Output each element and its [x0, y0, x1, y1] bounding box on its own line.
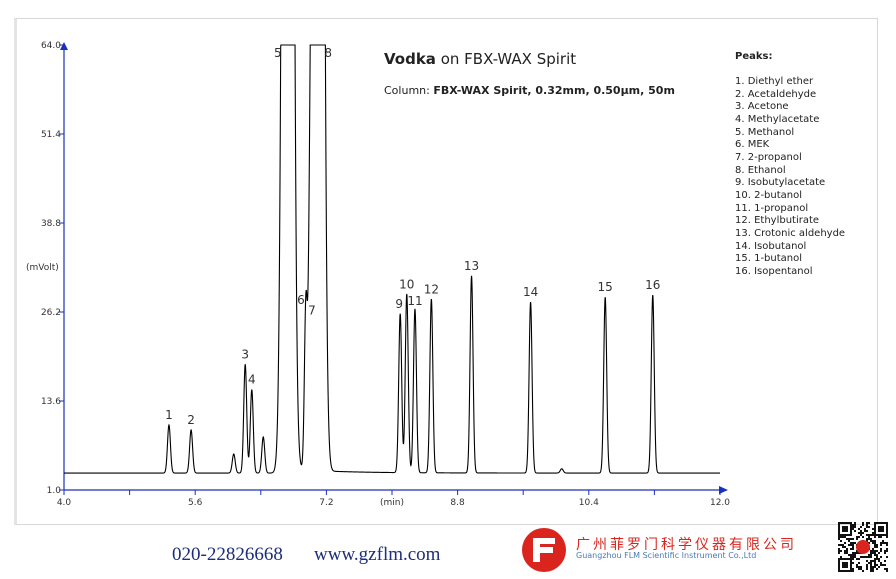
peak-legend-item: 10. 2-butanol — [735, 189, 803, 201]
chromatogram-trace — [64, 44, 720, 474]
peak-label-16: 16 — [645, 278, 660, 292]
peak-legend-item: 9. Isobutylacetate — [735, 177, 826, 189]
qr-code-icon — [838, 522, 888, 572]
peak-legend-item: 12. Ethylbutirate — [735, 215, 820, 227]
chromatogram-chart: 4.0 5.6 7.2 8.8 10.4 12.0 (min) 64.0 51.4 38.8 26.… — [26, 41, 730, 508]
y-tick-label: 51.4 — [41, 130, 61, 140]
chart-title: Vodka on FBX-WAX Spirit — [384, 50, 577, 68]
peak-label-11: 11 — [407, 294, 422, 308]
peak-label-12: 12 — [424, 282, 439, 296]
peak-legend-item: 11. 1-propanol — [735, 202, 809, 214]
y-axis-arrow-icon — [60, 42, 68, 50]
peak-legend-item: 6. MEK — [735, 139, 770, 151]
x-axis-arrow-icon — [719, 486, 728, 494]
y-tick-label: 64.0 — [41, 41, 61, 51]
peak-label-10: 10 — [399, 277, 414, 291]
peak-legend-item: 8. Ethanol — [735, 164, 786, 176]
peak-label-9: 9 — [395, 297, 403, 311]
peak-legend-item: 2. Acetaldehyde — [735, 88, 817, 100]
peak-label-5: 5 — [274, 46, 282, 60]
x-tick-label: 7.2 — [319, 498, 333, 508]
x-tick-label: 4.0 — [57, 498, 72, 508]
company-name-en: Guangzhou FLM Scientific Instrument Co.,… — [576, 551, 757, 560]
y-tick-label: 13.6 — [41, 397, 61, 407]
footer-phone: 020-22826668 — [172, 544, 283, 565]
peak-legend-item: 13. Crotonic aldehyde — [735, 227, 846, 239]
peak-legend-item: 3. Acetone — [735, 101, 789, 113]
y-tick-label: 38.8 — [41, 219, 61, 229]
peak-legend-item: 7. 2-propanol — [735, 151, 802, 163]
peak-label-3: 3 — [241, 347, 249, 361]
peaks-legend: 1. Diethyl ether 2. Acetaldehyde 3. Aceton… — [735, 76, 845, 279]
peak-label-14: 14 — [523, 285, 538, 299]
peak-label-2: 2 — [187, 413, 195, 427]
peak-legend-item: 14. Isobutanol — [735, 240, 807, 252]
x-axis-label: (min) — [380, 498, 404, 508]
company-logo — [522, 528, 566, 572]
peaks-legend-heading: Peaks: — [735, 51, 773, 62]
peak-legend-item: 4. Methylacetate — [735, 113, 820, 125]
chart-frame — [14, 18, 878, 525]
y-tick-label: 1.0 — [47, 486, 62, 496]
peak-label-13: 13 — [464, 259, 479, 273]
peak-label-1: 1 — [165, 408, 173, 422]
peak-legend-item: 5. Methanol — [735, 126, 795, 138]
y-tick-label: 26.2 — [41, 308, 61, 318]
peak-legend-item: 16. Isopentanol — [735, 265, 813, 277]
column-info: Column: FBX-WAX Spirit, 0.32mm, 0.50µm, … — [384, 84, 675, 97]
y-axis-label: (mVolt) — [26, 263, 59, 273]
x-tick-label: 12.0 — [710, 498, 730, 508]
peak-label-6: 6 — [297, 293, 305, 307]
x-tick-label: 5.6 — [188, 498, 203, 508]
peak-label-4: 4 — [248, 373, 256, 387]
peak-label-8: 8 — [324, 46, 332, 60]
footer-url[interactable]: www.gzflm.com — [314, 544, 441, 565]
peak-legend-item: 1. Diethyl ether — [735, 76, 814, 87]
logo-f-icon — [533, 538, 555, 562]
company-name-cn: 广州菲罗门科学仪器有限公司 — [576, 537, 797, 553]
x-tick-label: 8.8 — [450, 498, 465, 508]
x-tick-label: 10.4 — [579, 498, 599, 508]
peak-legend-item: 15. 1-butanol — [735, 253, 803, 265]
peak-label-7: 7 — [308, 304, 316, 318]
peak-label-15: 15 — [598, 280, 613, 294]
